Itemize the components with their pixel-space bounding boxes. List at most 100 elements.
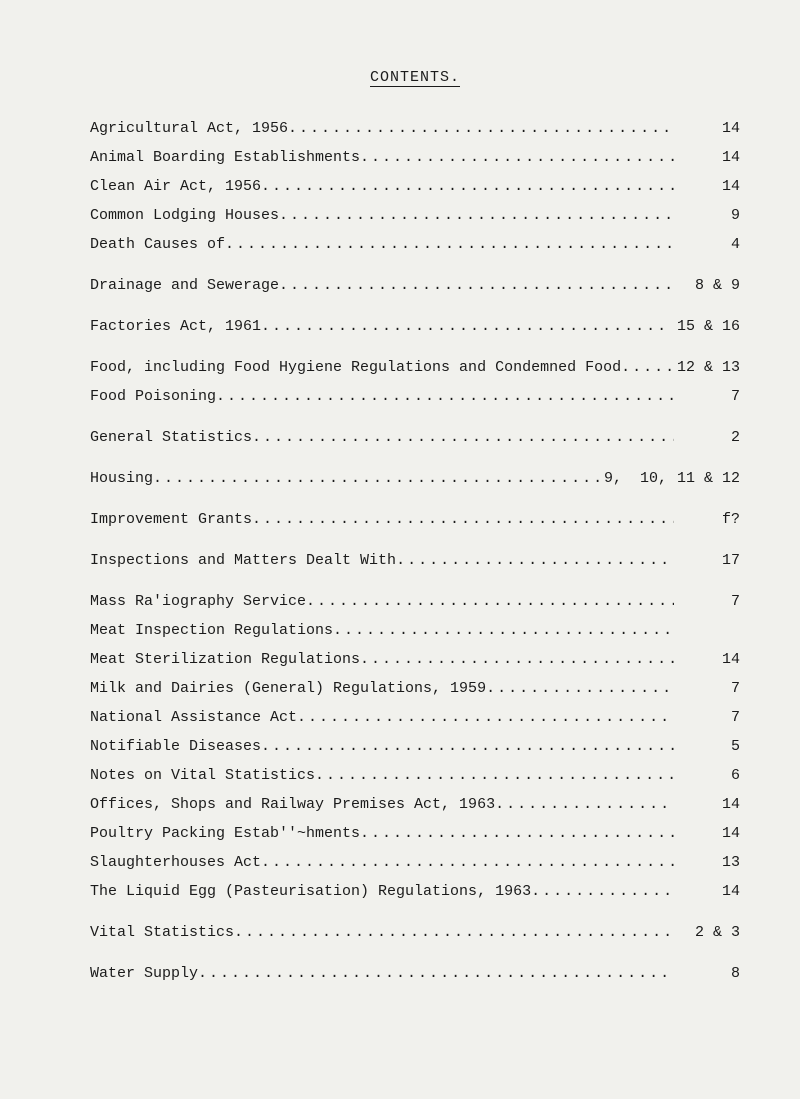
toc-entry-leader — [360, 826, 674, 841]
toc-entry-leader — [333, 623, 674, 638]
toc-entry-label: Factories Act, 1961 — [90, 319, 261, 334]
toc-entry-leader — [279, 278, 674, 293]
toc-entry-label: Mass Ra'iography Service — [90, 594, 306, 609]
toc-entry-page: 14 — [674, 884, 740, 899]
toc-entry-page: 14 — [674, 652, 740, 667]
toc-entry-leader — [261, 179, 674, 194]
toc-entry: Milk and Dairies (General) Regulations, … — [90, 681, 740, 696]
toc-entry: Offices, Shops and Railway Premises Act,… — [90, 797, 740, 812]
toc-entry-page: f? — [674, 512, 740, 527]
toc-entry-label: Milk and Dairies (General) Regulations, … — [90, 681, 486, 696]
toc-entry: Poultry Packing Estab''~hments 14 — [90, 826, 740, 841]
contents-list: Agricultural Act, 195614Animal Boarding … — [90, 121, 740, 995]
page-title: CONTENTS. — [370, 70, 460, 87]
toc-entry-page: 14 — [674, 179, 740, 194]
toc-entry: Notes on Vital Statistics6 — [90, 768, 740, 783]
toc-entry-label: Notes on Vital Statistics — [90, 768, 315, 783]
toc-entry-page: 9 — [674, 208, 740, 223]
toc-entry-page: 14 — [674, 121, 740, 136]
toc-entry-page: 14 — [674, 150, 740, 165]
toc-entry-leader — [198, 966, 674, 981]
toc-entry-label: Food, including Food Hygiene Regulations… — [90, 360, 621, 375]
toc-entry-page: 17 — [674, 553, 740, 568]
toc-entry-leader — [360, 652, 674, 667]
toc-entry: Agricultural Act, 1956 14 — [90, 121, 740, 136]
toc-entry: Improvement Grants f? — [90, 512, 740, 527]
toc-entry: General Statistics 2 — [90, 430, 740, 445]
toc-entry-label: Poultry Packing Estab''~hments — [90, 826, 360, 841]
toc-entry: Factories Act, 1961 15 & 16 — [90, 319, 740, 334]
toc-entry-page: 5 — [674, 739, 740, 754]
toc-entry-label: National Assistance Act — [90, 710, 297, 725]
toc-entry-leader — [306, 594, 674, 609]
toc-entry-label: Water Supply — [90, 966, 198, 981]
toc-entry-page: 7 — [674, 681, 740, 696]
toc-entry-leader — [252, 430, 674, 445]
toc-entry-page: 4 — [674, 237, 740, 252]
toc-entry: Death Causes of 4 — [90, 237, 740, 252]
toc-entry: Clean Air Act, 1956 14 — [90, 179, 740, 194]
toc-entry-leader — [261, 739, 674, 754]
toc-entry-leader — [495, 797, 674, 812]
toc-entry-page: 14 — [674, 797, 740, 812]
toc-entry-leader — [261, 319, 671, 334]
toc-entry-leader — [360, 150, 674, 165]
toc-entry-leader — [486, 681, 674, 696]
toc-entry-page: 7 — [674, 389, 740, 404]
toc-entry-leader — [315, 768, 674, 783]
toc-entry-page: 7 — [674, 594, 740, 609]
toc-entry: Notifiable Diseases 5 — [90, 739, 740, 754]
toc-entry-label: Drainage and Sewerage — [90, 278, 279, 293]
toc-entry: Slaughterhouses Act 13 — [90, 855, 740, 870]
toc-entry: Food Poisoning 7 — [90, 389, 740, 404]
toc-entry-label: Food Poisoning — [90, 389, 216, 404]
toc-entry: Inspections and Matters Dealt With 17 — [90, 553, 740, 568]
toc-entry: Mass Ra'iography Service 7 — [90, 594, 740, 609]
toc-entry-leader — [396, 553, 674, 568]
toc-entry-label: General Statistics — [90, 430, 252, 445]
toc-entry: Drainage and Sewerage 8 & 9 — [90, 278, 740, 293]
toc-entry-label: Agricultural Act, 1956 — [90, 121, 288, 136]
toc-entry-page: 2 & 3 — [674, 925, 740, 940]
toc-entry-leader — [279, 208, 674, 223]
toc-entry-label: Animal Boarding Establishments — [90, 150, 360, 165]
toc-entry-suffix: 9, 10, — [600, 471, 671, 486]
toc-entry-label: Offices, Shops and Railway Premises Act,… — [90, 797, 495, 812]
toc-entry-leader — [225, 237, 674, 252]
page: CONTENTS. Agricultural Act, 195614Animal… — [0, 0, 800, 1099]
toc-entry: Vital Statistics 2 & 3 — [90, 925, 740, 940]
toc-entry-page: 15 & 16 — [671, 319, 740, 334]
toc-entry-label: The Liquid Egg (Pasteurisation) Regulati… — [90, 884, 531, 899]
toc-entry-page: 2 — [674, 430, 740, 445]
toc-entry-leader — [261, 855, 674, 870]
toc-entry-page: 8 — [674, 966, 740, 981]
toc-entry-page: 7 — [674, 710, 740, 725]
toc-entry: Animal Boarding Establishments 14 — [90, 150, 740, 165]
toc-entry: National Assistance Act 7 — [90, 710, 740, 725]
toc-entry-label: Death Causes of — [90, 237, 225, 252]
toc-entry: Meat Inspection Regulations — [90, 623, 740, 638]
toc-entry-label: Vital Statistics — [90, 925, 234, 940]
toc-entry-label: Common Lodging Houses — [90, 208, 279, 223]
toc-entry-page: 12 & 13 — [671, 360, 740, 375]
title-block: CONTENTS. — [90, 70, 740, 87]
toc-entry-page: 11 & 12 — [671, 471, 740, 486]
toc-entry: Housing 9, 10,11 & 12 — [90, 471, 740, 486]
toc-entry-page: 8 & 9 — [674, 278, 740, 293]
toc-entry-label: Slaughterhouses Act — [90, 855, 261, 870]
toc-entry: Water Supply 8 — [90, 966, 740, 981]
toc-entry-leader — [234, 925, 674, 940]
toc-entry-page: 14 — [674, 826, 740, 841]
toc-entry-leader — [153, 471, 600, 486]
toc-entry-label: Housing — [90, 471, 153, 486]
toc-entry-leader — [216, 389, 674, 404]
toc-entry-page: 13 — [674, 855, 740, 870]
toc-entry-label: Clean Air Act, 1956 — [90, 179, 261, 194]
toc-entry-label: Inspections and Matters Dealt With — [90, 553, 396, 568]
toc-entry-label: Notifiable Diseases — [90, 739, 261, 754]
toc-entry: The Liquid Egg (Pasteurisation) Regulati… — [90, 884, 740, 899]
toc-entry-leader — [621, 360, 671, 375]
toc-entry-leader — [288, 121, 674, 136]
toc-entry-label: Improvement Grants — [90, 512, 252, 527]
toc-entry-leader — [297, 710, 674, 725]
